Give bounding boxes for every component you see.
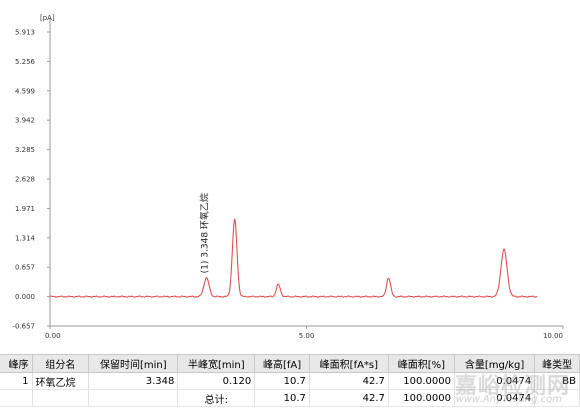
total-peak-area-percent: 100.0000 [388, 389, 455, 407]
total-cell-2 [88, 389, 179, 407]
cell-content: 0.0474 [454, 372, 536, 390]
cell-peak-area-percent: 100.0000 [388, 372, 455, 390]
y-tick-label: -0.657 [12, 323, 35, 331]
y-tick-label: 5.913 [15, 29, 35, 37]
y-tick-label: 3.285 [15, 146, 35, 154]
col-peak-area-percent: 峰面积[%] [388, 354, 455, 373]
total-peak-height: 10.7 [254, 389, 310, 407]
cell-retention-time: 3.348 [88, 372, 179, 390]
results-table: 峰序 组分名 保留时间[min] 半峰宽[min] 峰高[fA] 峰面积[fA*… [0, 354, 580, 407]
total-cell-8 [534, 389, 580, 407]
col-peak-no: 峰序 [0, 354, 33, 373]
y-tick-label: 0.000 [15, 293, 35, 301]
cell-peak-type: BB [534, 372, 580, 390]
cell-half-width: 0.120 [177, 372, 256, 390]
table-row[interactable]: 1 环氧乙烷 3.348 0.120 10.7 42.7 100.0000 0.… [0, 372, 580, 390]
x-tick-label: 10.00 [543, 332, 563, 340]
col-content: 含量[mg/kg] [454, 354, 536, 373]
x-tick-label: 0.00 [45, 332, 61, 340]
total-label: 总计: [177, 389, 256, 407]
total-peak-area: 42.7 [309, 389, 389, 407]
y-tick-label: 5.256 [15, 58, 36, 66]
total-content: 0.0474 [454, 389, 536, 407]
chromatogram-svg: 5.913 5.256 4.599 3.942 3.285 2.628 1.971 1.314… [12, 14, 564, 340]
cell-component-name: 环氧乙烷 [32, 372, 90, 390]
y-axis-unit: [pA] [40, 14, 55, 22]
cell-peak-area: 42.7 [309, 372, 389, 390]
y-tick-label: 1.971 [15, 205, 35, 213]
col-half-width: 半峰宽[min] [177, 354, 256, 373]
watermark-logo: 嘉峪检测网 [454, 374, 570, 399]
peak-annotation: (1) 3.348 环氧乙烷 [199, 193, 211, 273]
watermark-url: www.AnyTesting.com [455, 394, 562, 405]
x-tick-label: 5.00 [299, 332, 315, 340]
y-tick-label: 2.628 [15, 176, 35, 184]
y-tick-label: 4.599 [15, 87, 35, 95]
y-tick-label: 0.657 [15, 264, 35, 272]
cell-peak-height: 10.7 [254, 372, 310, 390]
col-retention-time: 保留时间[min] [88, 354, 179, 373]
col-peak-type: 峰类型 [534, 354, 580, 373]
y-tick-label: 3.942 [15, 117, 35, 125]
chromatogram-chart: 5.913 5.256 4.599 3.942 3.285 2.628 1.971 1.314… [12, 14, 564, 340]
y-tick-label: 1.314 [15, 234, 36, 242]
col-peak-area: 峰面积[fA*s] [309, 354, 389, 373]
col-peak-height: 峰高[fA] [254, 354, 310, 373]
chromatogram-trace [49, 218, 538, 298]
cell-peak-no: 1 [0, 372, 33, 390]
total-cell-1 [32, 389, 90, 407]
col-component-name: 组分名 [32, 354, 90, 373]
table-total-row: 总计: 10.7 42.7 100.0000 0.0474 [0, 389, 580, 407]
total-cell-0 [0, 389, 33, 407]
table-header-row: 峰序 组分名 保留时间[min] 半峰宽[min] 峰高[fA] 峰面积[fA*… [0, 354, 580, 373]
